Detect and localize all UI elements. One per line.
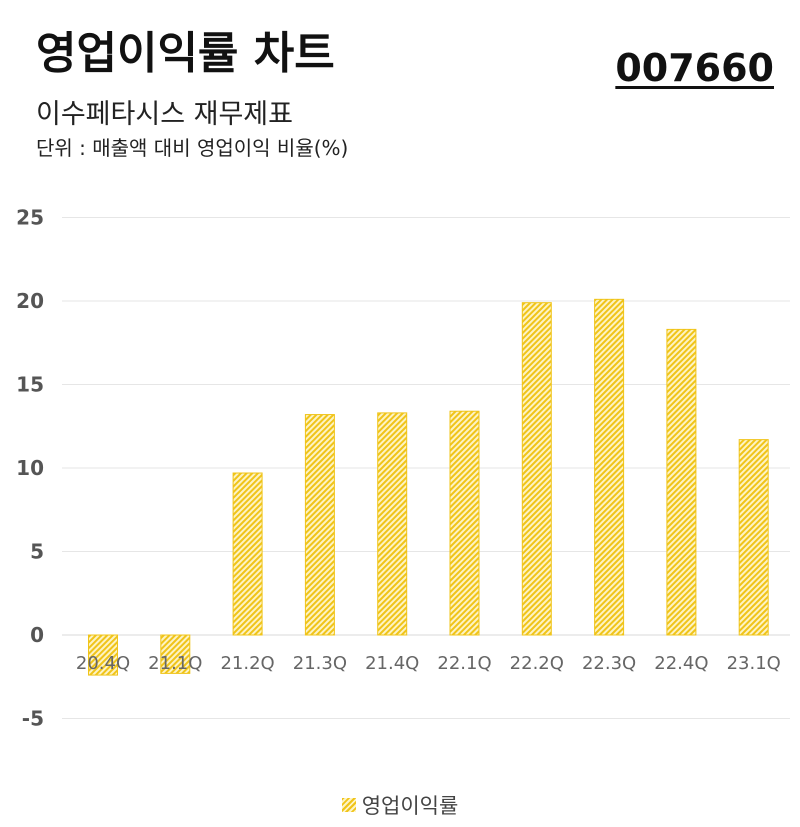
bar[interactable] xyxy=(377,412,408,636)
y-tick-label: 5 xyxy=(30,540,44,564)
legend[interactable]: 영업이익률 xyxy=(0,790,800,820)
y-tick-label: -5 xyxy=(22,707,44,731)
chart-title: 영업이익률 차트 xyxy=(36,28,335,79)
stock-code[interactable]: 007660 xyxy=(615,46,774,90)
bar[interactable] xyxy=(666,328,697,636)
x-tick-label: 22.3Q xyxy=(582,653,636,674)
bar[interactable] xyxy=(88,634,118,676)
x-tick-label: 23.1Q xyxy=(727,653,781,674)
bar[interactable] xyxy=(521,302,552,636)
legend-swatch xyxy=(341,798,356,812)
y-tick-label: 25 xyxy=(16,206,44,230)
y-tick-label: 0 xyxy=(30,623,44,647)
chart-subtitle: 이수페타시스 재무제표 xyxy=(36,99,293,130)
x-tick-label: 21.2Q xyxy=(220,653,274,674)
y-tick-label: 10 xyxy=(16,456,44,480)
x-tick-label: 21.4Q xyxy=(365,653,419,674)
y-tick-label: 15 xyxy=(16,373,44,397)
bar[interactable] xyxy=(160,634,191,674)
bar[interactable] xyxy=(449,410,480,636)
x-tick-label: 21.1Q xyxy=(148,653,202,674)
x-tick-label: 22.2Q xyxy=(510,653,564,674)
bars xyxy=(88,298,769,676)
x-tick-label: 21.3Q xyxy=(293,653,347,674)
x-tick-label: 22.4Q xyxy=(654,653,708,674)
bar[interactable] xyxy=(232,472,263,636)
y-tick-label: 20 xyxy=(16,289,44,313)
unit-label: 단위 : 매출액 대비 영업이익 비율(%) xyxy=(36,136,349,160)
axes: 25 20 15 10 5 0 -5 20.4Q 21.1Q 21.2Q 21.3Q 21.4Q 22.… xyxy=(16,206,781,731)
bar[interactable] xyxy=(738,439,769,636)
x-tick-label: 22.1Q xyxy=(437,653,491,674)
bar[interactable] xyxy=(594,298,625,636)
x-tick-label: 20.4Q xyxy=(76,653,130,674)
legend-label: 영업이익률 xyxy=(361,794,459,818)
bar[interactable] xyxy=(304,414,335,636)
